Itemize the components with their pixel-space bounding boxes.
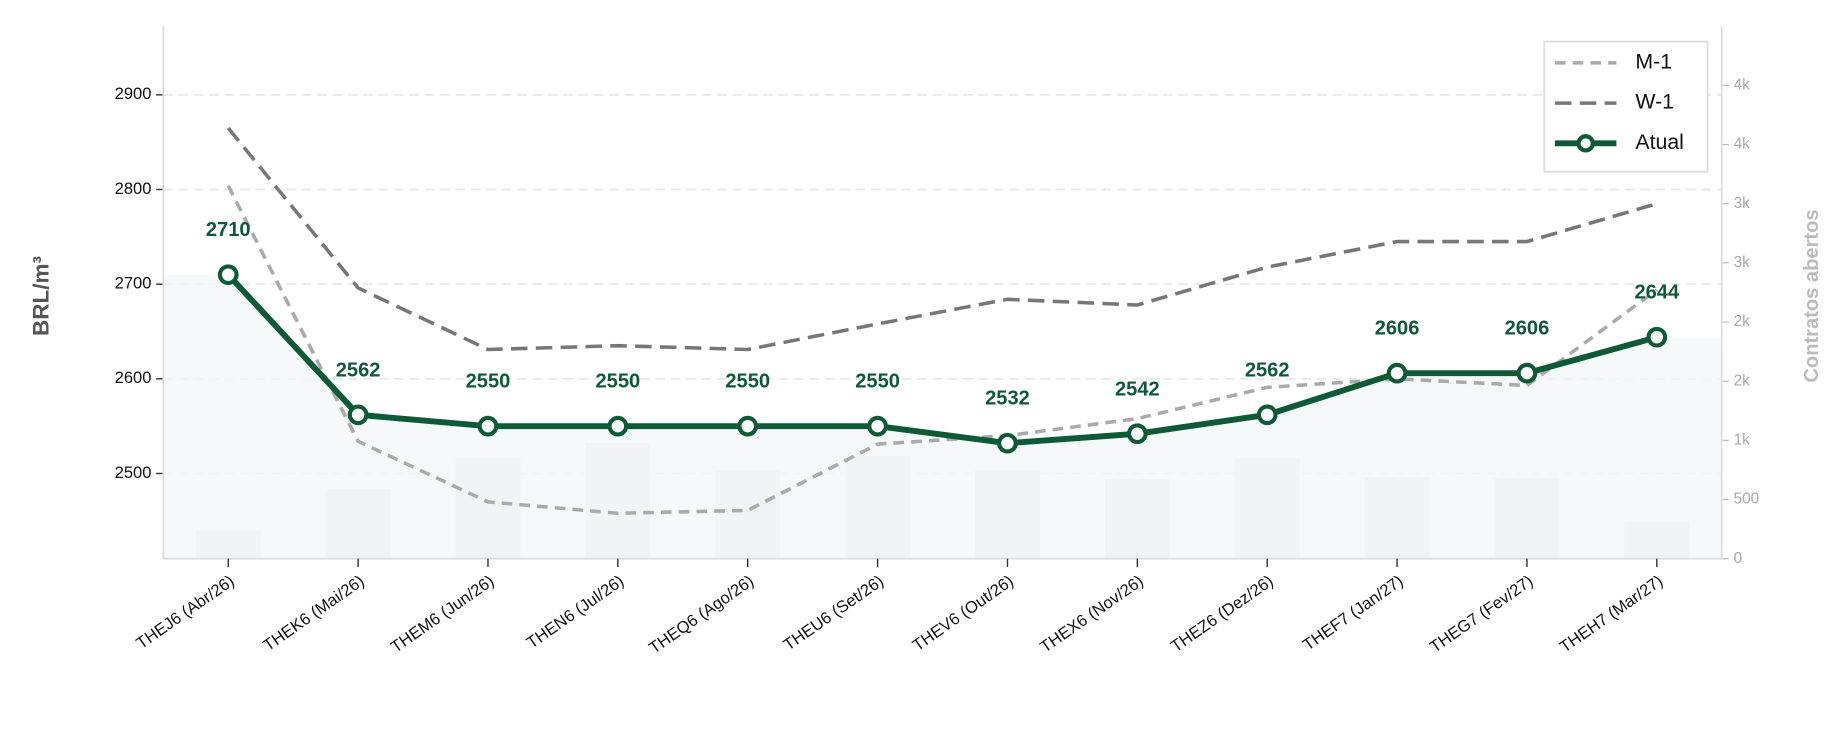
y2-tick-label: 2k: [1734, 313, 1751, 330]
y2-tick-label: 3k: [1734, 254, 1751, 271]
y-tick-label: 2800: [115, 179, 152, 198]
data-label: 2550: [466, 371, 511, 393]
y-tick-label: 2900: [115, 84, 152, 103]
y-tick-label: 2500: [115, 463, 152, 482]
data-label: 2644: [1634, 282, 1680, 304]
data-label: 2550: [855, 371, 900, 393]
point: [347, 404, 369, 426]
data-label: 2550: [595, 371, 640, 393]
point: [607, 415, 629, 437]
point: [1126, 423, 1148, 445]
x-tick-label: THEQ6 (Ago/26): [645, 571, 757, 657]
x-tick-label: THEH7 (Mar/27): [1556, 571, 1666, 656]
line: [226, 126, 1658, 352]
x-tick-label: THEN6 (Jul/26): [523, 571, 627, 652]
y2-axis-label: Contratos abertos: [1801, 209, 1823, 382]
point: [217, 264, 239, 286]
legend-label: Atual: [1635, 130, 1684, 154]
x-tick-label: THEV6 (Out/26): [909, 571, 1017, 655]
data-label: 2606: [1505, 318, 1550, 340]
data-label: 2532: [985, 388, 1030, 410]
area: [163, 274, 1722, 559]
y-axis-label: BRL/m³: [29, 256, 54, 336]
point: [477, 415, 499, 437]
y2-tick-label: 1k: [1734, 431, 1751, 448]
x-tick-label: THEK6 (Mai/26): [260, 571, 368, 655]
y2-tick-label: 4k: [1734, 136, 1751, 153]
x-tick-label: THEZ6 (Dez/26): [1167, 571, 1277, 656]
line: [226, 272, 1658, 447]
x-tick-label: THEJ6 (Abr/26): [133, 571, 238, 652]
legend-label: M-1: [1635, 50, 1672, 74]
y2-tick-label: 500: [1734, 491, 1760, 508]
legend-marker: [1576, 134, 1595, 153]
data-label: 2562: [1245, 359, 1290, 381]
data-label: 2562: [336, 359, 381, 381]
x-tick-label: THEU6 (Set/26): [780, 571, 887, 654]
y2-tick-label: 2k: [1734, 372, 1751, 389]
y2-tick-label: 4k: [1734, 76, 1751, 93]
point: [997, 432, 1018, 454]
data-label: 2550: [725, 371, 770, 393]
y2-tick-label: 0: [1734, 550, 1743, 567]
point: [1516, 362, 1538, 384]
legend-box: [1543, 40, 1709, 173]
point: [1646, 326, 1668, 348]
point: [1386, 362, 1408, 384]
x-tick-label: THEF7 (Jan/27): [1299, 571, 1406, 654]
x-tick-label: THEX6 (Nov/26): [1037, 571, 1147, 656]
point: [1256, 404, 1278, 426]
point: [867, 415, 888, 437]
data-label: 2542: [1115, 378, 1160, 400]
point: [737, 415, 759, 437]
x-tick-label: THEG7 (Fev/27): [1426, 571, 1536, 656]
y-tick-label: 2700: [115, 274, 152, 293]
data-label: 2606: [1375, 318, 1420, 340]
data-label: 2710: [206, 219, 251, 241]
y-tick-label: 2600: [115, 368, 152, 387]
legend-label: W-1: [1635, 90, 1674, 114]
legend: M-1 W-1 Atual: [1543, 40, 1709, 173]
y2-tick-label: 3k: [1734, 195, 1751, 212]
x-tick-label: THEM6 (Jun/26): [387, 571, 497, 656]
